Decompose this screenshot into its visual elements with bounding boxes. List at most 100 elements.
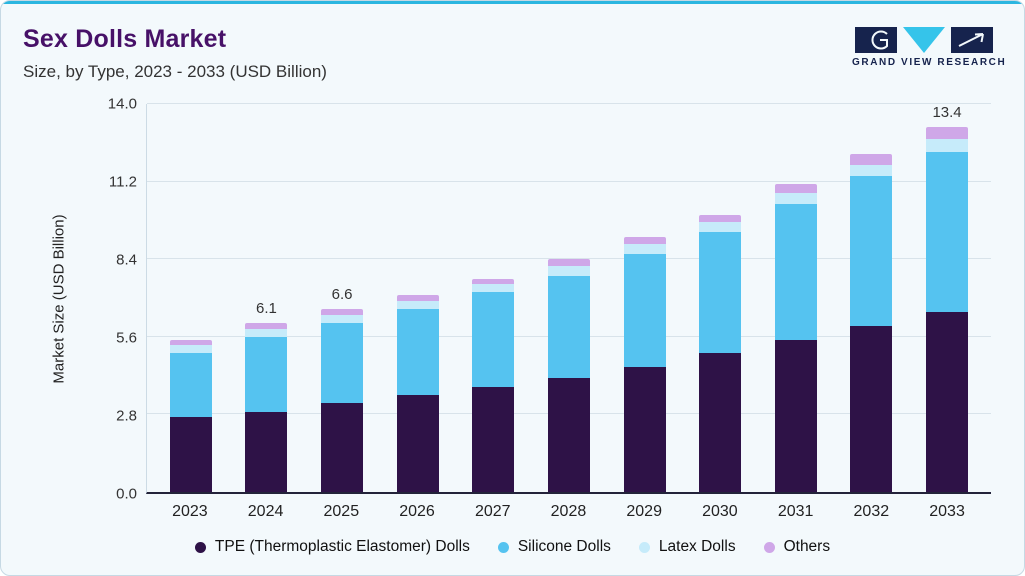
bar-segment[interactable]: [321, 403, 364, 492]
x-tick-label: 2028: [550, 503, 587, 520]
x-tick-label: 2026: [399, 503, 435, 520]
bars-area: 6.1 6.6 13.4: [147, 104, 991, 492]
bar-segment[interactable]: [245, 336, 288, 412]
bar-2024[interactable]: 6.1: [245, 104, 288, 492]
legend-marker: [763, 541, 775, 553]
bar-segment[interactable]: [699, 214, 742, 222]
bar-segment[interactable]: [396, 309, 439, 395]
bar-segment[interactable]: [623, 253, 666, 368]
x-tick-label: 2023: [172, 503, 208, 520]
bar-total-label: 6.6: [331, 286, 353, 304]
bar-segment[interactable]: [623, 367, 666, 492]
legend-marker: [638, 541, 650, 553]
bar-segment[interactable]: [396, 295, 439, 301]
bar-2031[interactable]: [774, 104, 817, 492]
bar-segment[interactable]: [926, 151, 969, 313]
bar-segment[interactable]: [850, 325, 893, 492]
chart-header: Sex Dolls Market Size, by Type, 2023 - 2…: [23, 25, 327, 82]
top-accent-bar: [1, 1, 1024, 4]
bar-segment[interactable]: [547, 266, 590, 276]
bar-segment[interactable]: [169, 339, 212, 346]
y-tick-label: 8.4: [116, 251, 137, 269]
bar-segment[interactable]: [699, 221, 742, 232]
bar-2028[interactable]: [547, 104, 590, 492]
bar-2030[interactable]: [699, 104, 742, 492]
x-tick-label: 2032: [853, 503, 890, 520]
bar-segment[interactable]: [774, 192, 817, 204]
bar-segment[interactable]: [850, 176, 893, 326]
bar-segment[interactable]: [623, 237, 666, 244]
x-tick-label: 2024: [247, 503, 284, 520]
bar-segment[interactable]: [926, 127, 969, 140]
bar-segment[interactable]: [396, 300, 439, 310]
bar-2025[interactable]: 6.6: [321, 104, 364, 492]
bar-2033[interactable]: 13.4: [926, 104, 969, 492]
bar-segment[interactable]: [396, 395, 439, 492]
bar-2023[interactable]: [169, 104, 212, 492]
bar-segment[interactable]: [547, 259, 590, 267]
y-tick-label: 0.0: [116, 485, 137, 503]
chart-subtitle: Size, by Type, 2023 - 2033 (USD Billion): [23, 62, 327, 81]
legend-marker: [497, 541, 509, 553]
grand-view-research-logo: GRAND VIEW RESEARCH: [852, 27, 1007, 68]
gridline: [147, 103, 991, 104]
x-tick-label: 2033: [929, 503, 965, 520]
bar-segment[interactable]: [472, 278, 515, 285]
y-tick-label: 14.0: [107, 95, 137, 113]
bar-segment[interactable]: [547, 275, 590, 379]
legend-label: Silicone Dolls: [517, 538, 611, 555]
gridline: [147, 180, 991, 182]
bar-segment[interactable]: [699, 231, 742, 354]
bar-total-label: 6.1: [256, 299, 277, 317]
bar-segment[interactable]: [321, 314, 364, 323]
x-tick-label: 2025: [323, 503, 360, 520]
bar-segment[interactable]: [169, 353, 212, 418]
legend-item[interactable]: Silicone Dolls: [497, 538, 611, 556]
bar-2026[interactable]: [396, 104, 439, 492]
x-axis-labels: 2023 2024 2025 2026 2027 2028 2029 2030 2031 2032…: [146, 503, 991, 521]
bar-2029[interactable]: [623, 104, 666, 492]
legend: TPE (Thermoplastic Elastomer) Dolls Silic…: [1, 538, 1024, 556]
chart-plot: 6.1 6.6 13.4: [146, 103, 991, 494]
bar-segment[interactable]: [245, 328, 288, 337]
logo-shapes-icon: [855, 27, 993, 53]
bar-segment[interactable]: [926, 312, 969, 492]
y-axis-labels: 0.0 2.8 5.6 8.4 11.2 14.0: [87, 96, 137, 503]
bar-segment[interactable]: [926, 139, 969, 152]
bar-segment[interactable]: [245, 411, 288, 492]
bar-2032[interactable]: [850, 104, 893, 492]
legend-label: Others: [783, 538, 831, 555]
y-tick-label: 5.6: [116, 329, 137, 347]
bar-segment[interactable]: [774, 184, 817, 193]
bar-segment[interactable]: [774, 203, 817, 340]
legend-item[interactable]: Others: [763, 538, 831, 556]
bar-segment[interactable]: [547, 378, 590, 492]
bar-segment[interactable]: [169, 345, 212, 354]
bar-2027[interactable]: [472, 104, 515, 492]
legend-marker: [194, 541, 206, 553]
bar-segment[interactable]: [472, 386, 515, 492]
y-tick-label: 11.2: [108, 173, 137, 191]
x-tick-label: 2030: [702, 503, 738, 520]
bar-segment[interactable]: [472, 284, 515, 293]
gridline: [147, 258, 991, 260]
bar-segment[interactable]: [321, 309, 364, 315]
bar-segment[interactable]: [850, 153, 893, 165]
bar-segment[interactable]: [245, 322, 288, 329]
logo-text: GRAND VIEW RESEARCH: [852, 57, 1007, 68]
legend-item[interactable]: Latex Dolls: [638, 538, 736, 556]
legend-label: Latex Dolls: [658, 538, 736, 555]
bar-segment[interactable]: [774, 339, 817, 492]
bar-segment[interactable]: [169, 417, 212, 492]
bar-segment[interactable]: [472, 292, 515, 387]
bar-segment[interactable]: [699, 353, 742, 492]
x-tick-label: 2029: [626, 503, 662, 520]
bar-segment[interactable]: [321, 322, 364, 404]
bar-segment[interactable]: [623, 243, 666, 254]
x-tick-label: 2031: [777, 503, 814, 520]
bar-segment[interactable]: [850, 164, 893, 177]
x-tick-label: 2027: [474, 503, 511, 520]
y-tick-label: 2.8: [116, 407, 137, 425]
legend-item[interactable]: TPE (Thermoplastic Elastomer) Dolls: [194, 538, 470, 556]
